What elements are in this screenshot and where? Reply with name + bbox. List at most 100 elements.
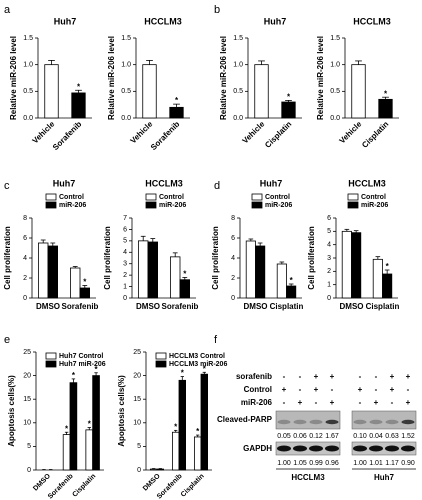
significance: * — [287, 93, 291, 102]
bar — [85, 429, 94, 471]
y-axis-label: Relative miR-206 level — [219, 36, 228, 120]
lane-sign: + — [298, 398, 303, 407]
y-tick-label: 15 — [133, 396, 141, 403]
bar — [245, 240, 256, 299]
y-tick-label: 25 — [133, 349, 141, 356]
x-tick-label: Cisplatin — [270, 302, 304, 311]
x-tick-label: DMSO — [36, 302, 60, 311]
bar — [149, 468, 158, 471]
y-tick-label: 4 — [231, 255, 235, 262]
blot-band — [351, 410, 417, 430]
band-signal — [353, 445, 367, 452]
band-signal — [353, 419, 367, 425]
group-label: Huh7 — [374, 473, 395, 482]
y-tick-label: 0.5 — [23, 88, 33, 95]
chart-title: Huh7 — [53, 178, 76, 188]
legend-label: miR-206 — [59, 202, 86, 209]
row-label: Control — [244, 385, 272, 394]
y-axis-label: Cell proliferation — [103, 226, 112, 290]
y-tick-label: 0.0 — [23, 115, 33, 122]
y-tick-label: 0 — [27, 467, 31, 474]
chart-title: HCCLM3 — [348, 178, 386, 188]
chart-title: HCCLM3 — [353, 16, 391, 26]
bar — [254, 64, 269, 119]
band-signal — [309, 419, 323, 425]
bar — [69, 382, 78, 471]
y-tick-label: 0.5 — [233, 88, 243, 95]
lane-sign: + — [282, 385, 287, 394]
y-tick-label: 5 — [327, 228, 331, 235]
y-tick-label: 8 — [23, 215, 27, 222]
panel-label: f — [214, 334, 218, 346]
y-axis-label: Relative miR-206 level — [9, 36, 18, 120]
significance: * — [174, 422, 178, 431]
panel-label: a — [4, 4, 11, 16]
band-signal — [369, 419, 383, 425]
lane-sign: + — [406, 398, 411, 407]
lane-sign: + — [358, 385, 363, 394]
bar — [276, 263, 287, 299]
legend-label: Huh7 Control — [59, 353, 103, 360]
lane-sign: + — [330, 372, 335, 381]
x-tick-label: Cisplatin — [366, 302, 400, 311]
y-tick-label: 0 — [327, 295, 331, 302]
y-tick-label: 2 — [231, 275, 235, 282]
y-tick-label: 4 — [327, 242, 331, 249]
y-tick-label: 2 — [327, 268, 331, 275]
y-tick-label: 7 — [123, 215, 127, 222]
significance: * — [290, 276, 294, 285]
significance: * — [181, 369, 185, 378]
significance: * — [72, 371, 76, 380]
bar — [92, 375, 100, 471]
band-signal — [309, 445, 323, 452]
x-tick-label: DMSO — [32, 472, 52, 492]
y-tick-label: 10 — [23, 420, 31, 427]
lane-sign: + — [330, 398, 335, 407]
bar — [255, 245, 266, 299]
legend-swatch — [251, 201, 263, 209]
band-signal — [401, 445, 415, 452]
y-axis-label: Cell proliferation — [3, 226, 12, 290]
legend-swatch — [347, 201, 359, 209]
legend-swatch — [347, 193, 359, 201]
bar — [156, 468, 164, 471]
gapdh-ratio: 1.00 — [353, 460, 367, 467]
bar — [38, 242, 49, 299]
chart-title: Huh7 — [260, 178, 283, 188]
x-tick-label: DMSO — [244, 302, 268, 311]
bar — [62, 434, 71, 471]
band-signal — [293, 445, 307, 452]
parp-ratio: 0.63 — [385, 433, 399, 440]
lane-sign: + — [390, 372, 395, 381]
band-signal — [293, 419, 307, 425]
parp-ratio: 0.05 — [277, 433, 291, 440]
y-tick-label: 5 — [27, 443, 31, 450]
y-tick-label: 3 — [123, 261, 127, 268]
y-axis-label: Apoptosis cells(%) — [117, 375, 126, 447]
y-tick-label: 0.0 — [330, 115, 340, 122]
y-axis-label: Cell proliferation — [211, 226, 220, 290]
y-tick-label: 4 — [123, 249, 127, 256]
panel-label: c — [4, 180, 10, 192]
lane-sign: + — [390, 385, 395, 394]
bar — [44, 64, 59, 119]
x-tick-label: Vehicle — [129, 119, 155, 145]
panel-label: d — [214, 180, 220, 192]
legend-swatch — [145, 193, 157, 201]
bar — [193, 436, 202, 471]
y-tick-label: 0.5 — [330, 88, 340, 95]
bar — [179, 279, 191, 299]
blot-band — [351, 441, 417, 456]
significance: * — [203, 364, 207, 373]
y-tick-label: 0 — [137, 467, 141, 474]
legend-swatch — [45, 201, 57, 209]
y-axis-label: Cell proliferation — [307, 226, 316, 290]
band-label: GAPDH — [243, 444, 272, 453]
legend-label: Huh7 miR-206 — [59, 361, 106, 368]
parp-ratio: 0.04 — [369, 433, 383, 440]
y-tick-label: 5 — [137, 443, 141, 450]
bar — [137, 240, 149, 299]
x-tick-label: Vehicle — [338, 119, 364, 145]
bar — [351, 64, 366, 119]
y-axis-label: Relative miR-206 level — [316, 36, 325, 120]
